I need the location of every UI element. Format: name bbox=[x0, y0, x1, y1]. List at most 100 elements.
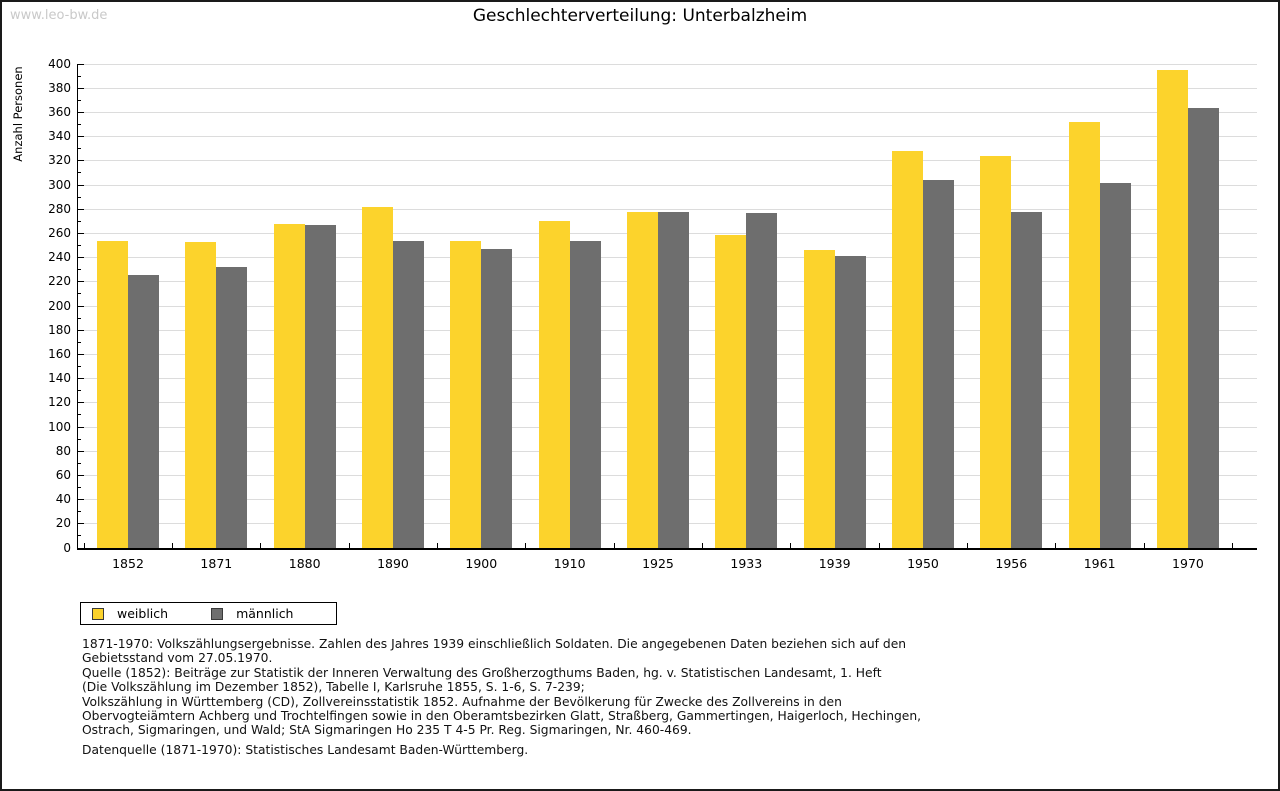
y-axis-tick bbox=[78, 378, 84, 380]
legend-label: weiblich bbox=[117, 606, 169, 621]
bar-männlich-1933 bbox=[746, 212, 778, 548]
bar-männlich-1939 bbox=[834, 256, 866, 548]
bar-weiblich-1852 bbox=[97, 240, 128, 548]
y-axis-tick bbox=[78, 63, 84, 65]
footer-line: Obervogteiämtern Achberg und Trochtelfin… bbox=[82, 709, 922, 724]
bar-männlich-1970 bbox=[1187, 107, 1219, 548]
y-axis-tick bbox=[78, 245, 81, 246]
y-axis-tick bbox=[78, 353, 84, 355]
x-axis-tick bbox=[878, 543, 880, 548]
bar-männlich-1956 bbox=[1011, 211, 1043, 548]
bar-männlich-1880 bbox=[304, 224, 336, 548]
x-axis-tick bbox=[967, 543, 969, 548]
legend-swatch-icon bbox=[92, 607, 104, 620]
x-axis-tick bbox=[1232, 543, 1234, 548]
x-axis-label: 1852 bbox=[112, 556, 144, 571]
x-axis-tick bbox=[1055, 543, 1057, 548]
footer-line: Volkszählung in Württemberg (CD), Zollve… bbox=[82, 694, 842, 709]
legend-item-weiblich: weiblich bbox=[92, 606, 168, 621]
site-watermark: www.leo-bw.de bbox=[10, 8, 108, 23]
bar-männlich-1852 bbox=[128, 274, 159, 548]
footer-line: Ostrach, Sigmaringen, und Wald; StA Sigm… bbox=[82, 723, 692, 738]
y-axis-title: Anzahl Personen bbox=[11, 66, 25, 162]
y-axis-tick-label: 20 bbox=[55, 516, 71, 531]
y-axis-tick bbox=[78, 232, 84, 234]
x-axis-tick bbox=[525, 543, 527, 548]
y-axis-tick-label: 140 bbox=[48, 371, 71, 386]
gridline bbox=[77, 111, 1257, 113]
y-axis-tick bbox=[78, 523, 84, 525]
bar-weiblich-1880 bbox=[273, 223, 305, 548]
y-axis-tick bbox=[78, 535, 81, 537]
y-axis-tick bbox=[78, 366, 81, 367]
y-axis-tick bbox=[78, 402, 84, 404]
y-axis-tick bbox=[78, 450, 84, 452]
y-axis-tick-label: 240 bbox=[48, 250, 71, 265]
y-axis-tick bbox=[78, 160, 84, 162]
y-axis-tick-label: 100 bbox=[48, 419, 71, 434]
y-axis-tick bbox=[78, 499, 84, 501]
y-axis-tick bbox=[78, 341, 81, 343]
bar-männlich-1900 bbox=[481, 249, 513, 548]
bar-männlich-1961 bbox=[1099, 182, 1131, 548]
footer-notes: 1871-1970: Volkszählungsergebnisse. Zahl… bbox=[82, 637, 921, 738]
bar-männlich-1910 bbox=[569, 240, 601, 548]
y-axis-tick bbox=[78, 317, 81, 319]
footer-line: 1871-1970: Volkszählungsergebnisse. Zahl… bbox=[82, 637, 907, 651]
x-axis-tick bbox=[702, 543, 704, 548]
y-axis-tick bbox=[78, 220, 81, 222]
y-axis-tick-label: 40 bbox=[55, 492, 71, 507]
y-axis-tick bbox=[78, 426, 84, 428]
bar-männlich-1871 bbox=[216, 267, 248, 548]
legend-item-männlich: männlich bbox=[211, 606, 293, 621]
y-axis-tick-label: 120 bbox=[48, 395, 71, 410]
gridline bbox=[77, 87, 1257, 89]
x-axis-label: 1900 bbox=[465, 556, 498, 571]
y-axis-tick-label: 380 bbox=[48, 80, 71, 95]
y-axis-tick bbox=[78, 281, 84, 283]
x-axis-label: 1890 bbox=[377, 556, 409, 571]
gridline bbox=[77, 184, 1257, 186]
legend-label: männlich bbox=[236, 606, 294, 621]
y-axis-tick-label: 180 bbox=[48, 322, 71, 337]
x-axis-label: 1970 bbox=[1172, 556, 1204, 571]
y-axis-tick-label: 60 bbox=[55, 467, 71, 482]
x-axis-line bbox=[77, 548, 1257, 550]
y-axis-tick bbox=[78, 124, 81, 125]
bar-weiblich-1890 bbox=[361, 206, 393, 548]
y-axis-tick-label: 400 bbox=[48, 56, 71, 71]
x-axis-tick bbox=[172, 543, 174, 548]
x-axis-tick bbox=[1143, 543, 1145, 548]
x-axis-label: 1956 bbox=[995, 556, 1028, 571]
x-axis-label: 1950 bbox=[907, 556, 939, 571]
bar-weiblich-1950 bbox=[891, 151, 923, 548]
y-axis-tick bbox=[78, 136, 84, 138]
y-axis-tick-label: 320 bbox=[48, 153, 71, 168]
x-axis-tick bbox=[613, 543, 615, 548]
y-axis-tick bbox=[78, 305, 84, 307]
y-axis-tick bbox=[78, 487, 81, 488]
y-axis-tick-label: 200 bbox=[48, 298, 71, 313]
gridline bbox=[77, 136, 1257, 138]
bar-weiblich-1933 bbox=[715, 234, 747, 548]
bar-männlich-1925 bbox=[657, 211, 689, 548]
y-axis-tick bbox=[78, 511, 81, 513]
y-axis-tick-label: 80 bbox=[55, 443, 71, 458]
y-axis-tick-label: 340 bbox=[48, 129, 71, 144]
bar-weiblich-1900 bbox=[450, 240, 482, 548]
datasource-note: Datenquelle (1871-1970): Statistisches L… bbox=[82, 743, 529, 757]
y-axis-tick bbox=[78, 390, 81, 392]
x-axis-label: 1933 bbox=[730, 556, 763, 571]
bar-chart-plot-area: 0 20 40 60 80 100 120 140 160 180 200 220 240 260 280 3… bbox=[48, 57, 1257, 571]
bar-weiblich-1871 bbox=[185, 241, 217, 548]
y-axis-tick bbox=[78, 196, 81, 198]
bar-männlich-1950 bbox=[922, 180, 954, 548]
y-axis-tick bbox=[78, 184, 84, 186]
y-axis-tick-label: 280 bbox=[48, 201, 71, 216]
bar-weiblich-1961 bbox=[1068, 122, 1100, 548]
y-axis-tick bbox=[78, 269, 81, 271]
y-axis-tick bbox=[78, 208, 84, 210]
x-axis-label: 1880 bbox=[288, 556, 321, 571]
y-axis-tick-label: 0 bbox=[63, 540, 71, 555]
y-axis-tick-label: 220 bbox=[48, 274, 71, 289]
